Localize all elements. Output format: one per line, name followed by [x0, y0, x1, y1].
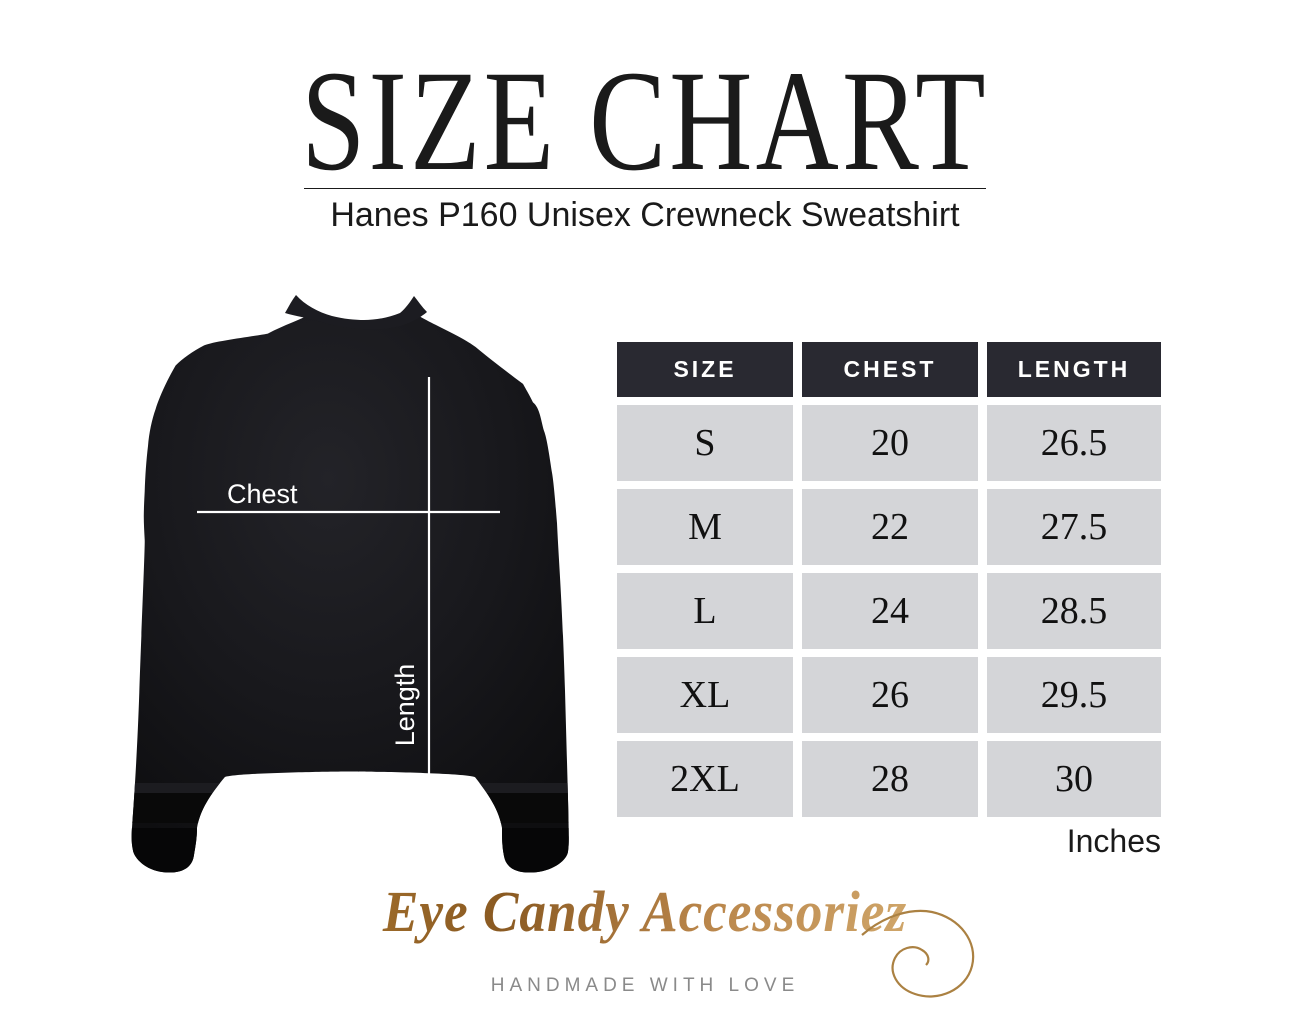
svg-text:Length: Length	[390, 664, 420, 747]
svg-text:Chest: Chest	[227, 479, 298, 509]
